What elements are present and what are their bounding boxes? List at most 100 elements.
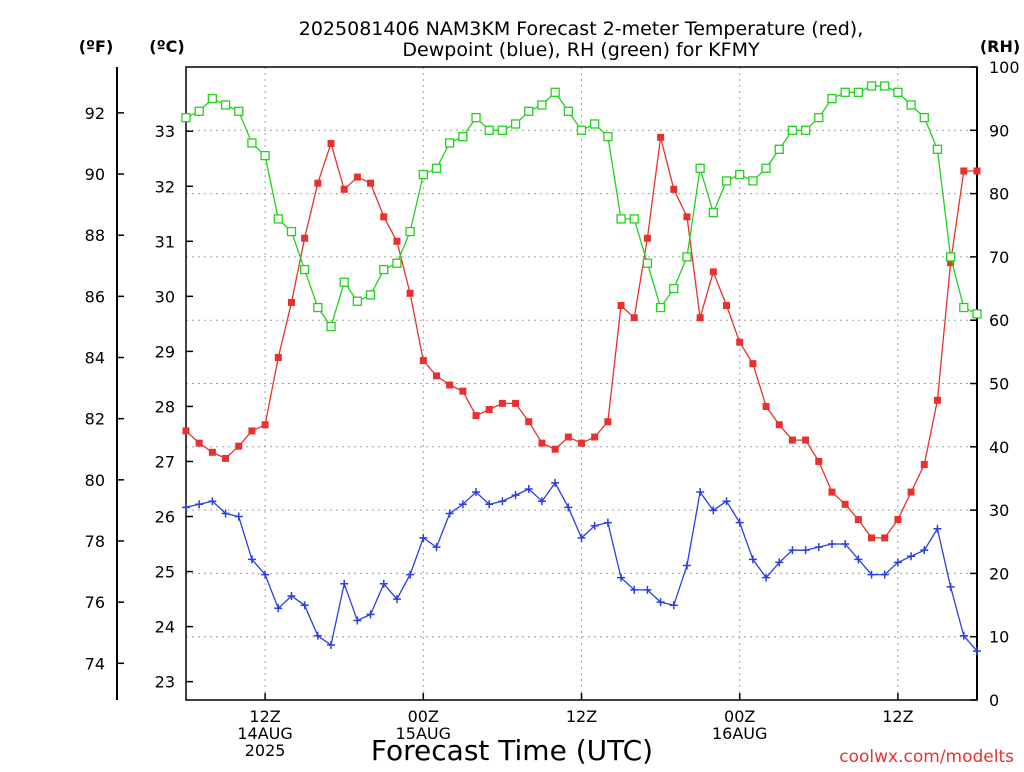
temperature-point — [551, 445, 559, 453]
rh-point — [945, 252, 956, 262]
temperature-point — [723, 302, 731, 310]
rh-point — [352, 296, 363, 306]
celsius-tick-label: 31 — [155, 232, 175, 251]
dewpoint-point — [656, 598, 665, 607]
rh-point — [181, 112, 191, 123]
dewpoint-point — [669, 601, 678, 610]
rh-point — [510, 119, 521, 129]
rh-point — [629, 214, 639, 224]
temperature-point — [841, 500, 849, 508]
rh-point — [735, 169, 745, 180]
dewpoint-point — [274, 604, 283, 613]
dewpoint-point — [551, 478, 560, 487]
dewpoint-point — [643, 585, 652, 594]
rh-point — [234, 106, 244, 116]
right-rh-axis-label: (RH) — [980, 37, 1020, 56]
dewpoint-point — [735, 518, 744, 527]
rh-point — [603, 131, 613, 142]
rh-series — [181, 81, 982, 332]
dewpoint-point — [485, 500, 494, 509]
x-tick-label: 12Z — [249, 707, 280, 726]
temperature-point — [868, 534, 876, 542]
dewpoint-point — [458, 500, 467, 509]
temperature-point — [947, 259, 955, 267]
temperature-point — [578, 439, 585, 447]
temperature-point — [736, 338, 744, 346]
temperature-series — [182, 133, 981, 542]
fahrenheit-tick-label: 92 — [85, 104, 105, 123]
celsius-tick-label: 32 — [155, 177, 175, 196]
temperature-point — [498, 399, 506, 407]
rh-point — [537, 100, 547, 110]
temperature-point — [696, 314, 704, 322]
temperature-point — [274, 354, 282, 362]
x-tick-label: 12Z — [566, 707, 597, 726]
dewpoint-point — [300, 601, 309, 610]
rh-point — [682, 252, 692, 262]
temperature-point — [327, 139, 335, 147]
x-tick-label: 2025 — [245, 741, 286, 760]
rh-point — [484, 125, 494, 135]
rh-point — [339, 277, 349, 287]
x-tick-label: 16AUG — [712, 724, 767, 743]
temperature-point — [973, 167, 981, 175]
temperature-point — [894, 516, 902, 524]
temperature-point — [472, 412, 480, 420]
rh-point — [761, 163, 771, 173]
dewpoint-point — [841, 540, 850, 549]
dewpoint-point — [445, 509, 454, 518]
dewpoint-point — [946, 582, 955, 591]
left-f-axis-label: (ºF) — [79, 37, 114, 56]
dewpoint-point — [867, 570, 876, 579]
dewpoint-point — [973, 647, 981, 656]
dewpoint-point — [327, 640, 336, 649]
temperature-point — [261, 421, 269, 429]
dewpoint-point — [247, 555, 256, 564]
rh-point — [748, 176, 758, 186]
rh-point — [590, 119, 600, 129]
temperature-point — [670, 185, 678, 193]
rh-point — [497, 125, 508, 135]
rh-point — [326, 321, 336, 332]
temperature-point — [406, 289, 414, 297]
fahrenheit-tick-label: 88 — [85, 226, 105, 245]
rh-point — [616, 214, 626, 224]
temperature-point — [353, 173, 361, 181]
temperature-point — [182, 427, 190, 435]
dewpoint-point — [617, 573, 626, 582]
temperature-point — [933, 396, 941, 404]
rh-point — [655, 302, 666, 313]
temperature-point — [208, 448, 216, 456]
rh-point — [365, 290, 376, 300]
dewpoint-point — [814, 543, 823, 552]
dewpoint-point — [722, 497, 731, 506]
chart-title-line2: Dewpoint (blue), RH (green) for KFMY — [402, 39, 760, 61]
dewpoint-point — [827, 540, 836, 549]
dewpoint-point — [353, 616, 362, 625]
x-tick-label: 15AUG — [396, 724, 451, 743]
dewpoint-point — [775, 558, 784, 567]
dewpoint-point — [854, 555, 863, 564]
dewpoint-point — [920, 546, 929, 555]
dewpoint-point — [208, 497, 217, 506]
rh-point — [972, 309, 982, 319]
rh-point — [418, 169, 428, 180]
rh-tick-label: 30 — [989, 501, 1009, 520]
temperature-point — [222, 454, 230, 462]
rh-point — [524, 106, 534, 116]
dewpoint-point — [406, 570, 415, 579]
temperature-point — [485, 405, 493, 413]
dewpoint-point — [748, 555, 757, 564]
x-tick-label: 12Z — [882, 707, 913, 726]
temperature-point — [314, 179, 322, 187]
temperature-point — [630, 314, 638, 322]
temperature-point — [459, 387, 467, 395]
dewpoint-point — [630, 585, 639, 594]
dewpoint-point — [762, 573, 771, 582]
rh-point — [880, 81, 890, 91]
celsius-tick-label: 29 — [155, 342, 175, 361]
dewpoint-point — [379, 579, 388, 588]
rh-point — [299, 264, 310, 275]
fahrenheit-tick-label: 74 — [85, 654, 105, 673]
